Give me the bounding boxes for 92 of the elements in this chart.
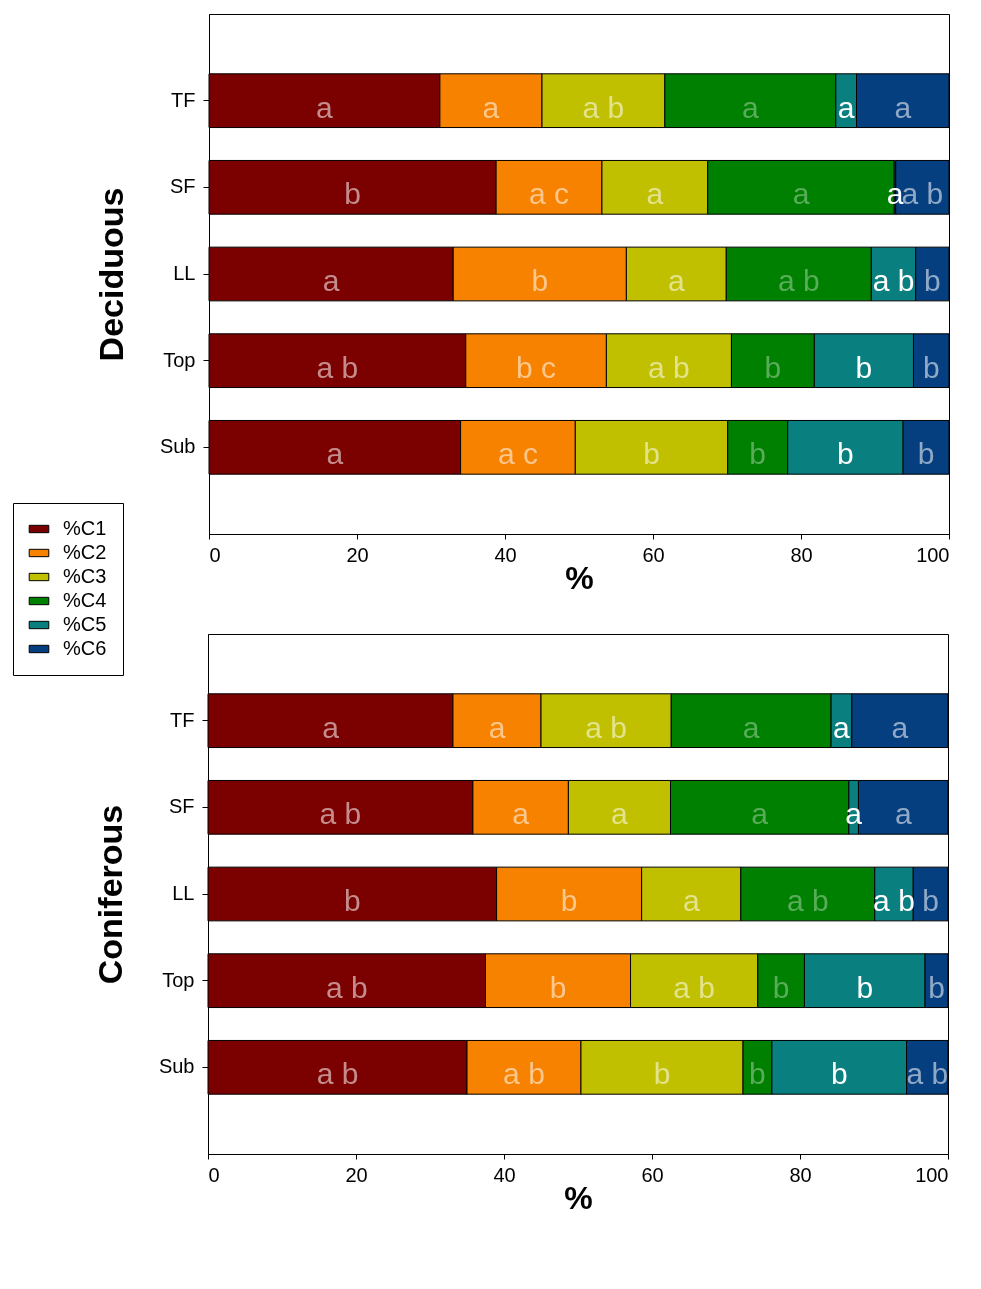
data-label: a b (786, 884, 829, 917)
data-label: b (343, 884, 361, 917)
data-label: b (928, 970, 945, 1004)
data-label: a (845, 797, 863, 831)
data-label: a b (673, 970, 716, 1004)
data-label: b (653, 1057, 671, 1091)
y-tick-label: Top (163, 348, 196, 371)
data-label: a (322, 264, 340, 297)
data-label: a b (873, 884, 915, 917)
data-label: a (667, 264, 685, 297)
y-tick-label: Top (162, 968, 195, 991)
data-label: b (924, 264, 941, 297)
data-label: a (751, 797, 769, 831)
data-label: a b (901, 177, 944, 211)
x-tick-label: 100 (915, 1163, 949, 1186)
data-label: a b (648, 350, 690, 384)
data-label: a (646, 177, 664, 211)
legend-label: %C1 (63, 517, 107, 539)
data-label: a (322, 710, 340, 744)
data-label: a (482, 90, 500, 124)
data-label: a (316, 90, 334, 124)
data-label: a b (872, 264, 915, 297)
data-label: a (833, 710, 851, 744)
data-label: b c (516, 350, 557, 384)
data-label: b (922, 350, 940, 384)
x-tick-label: 100 (916, 543, 950, 566)
x-tick-label: 40 (494, 543, 517, 566)
data-label: a (894, 797, 912, 831)
data-label: a b (319, 797, 362, 831)
data-label: a b (585, 710, 627, 744)
y-tick-label: SF (169, 175, 196, 198)
data-label: a (886, 177, 904, 211)
x-tick-label: 0 (209, 543, 221, 566)
data-label: b (344, 177, 361, 211)
x-tick-label: 20 (345, 1163, 368, 1186)
y-tick-label: TF (171, 88, 196, 111)
x-tick-label: 80 (790, 543, 813, 566)
data-label: b (764, 350, 782, 384)
y-tick-label: LL (172, 882, 195, 904)
data-label: b (549, 970, 567, 1004)
y-tick-label: SF (168, 795, 195, 818)
x-tick-label: 60 (642, 543, 665, 566)
data-label: b (830, 1057, 848, 1091)
data-label: a b (503, 1057, 545, 1091)
x-axis-title: % (565, 559, 594, 596)
data-label: b (772, 970, 790, 1004)
x-axis-title: % (564, 1179, 593, 1216)
data-label: a b (777, 264, 820, 297)
data-label: b (531, 264, 549, 297)
data-label: a (326, 437, 344, 471)
y-tick-label: TF (170, 708, 195, 731)
x-tick-label: 60 (641, 1163, 664, 1186)
data-label: b (855, 350, 873, 384)
data-label: a b (906, 1057, 949, 1091)
data-label: a (512, 797, 530, 831)
data-label: a (792, 177, 810, 211)
data-label: a (488, 710, 506, 744)
legend-label: %C4 (63, 589, 107, 611)
data-label: a (894, 90, 912, 124)
data-label: a b (316, 1057, 359, 1091)
data-label: b (560, 884, 578, 917)
data-label: b (922, 884, 939, 917)
x-tick-label: 80 (789, 1163, 812, 1186)
x-tick-label: 40 (493, 1163, 516, 1186)
data-label: a (741, 90, 759, 124)
data-label: b (749, 437, 767, 471)
data-label: a (742, 710, 760, 744)
data-label: a (611, 797, 629, 831)
data-label: b (856, 970, 874, 1004)
legend-label: %C2 (63, 541, 107, 563)
y-tick-label: Sub (158, 1055, 195, 1078)
data-label: b (917, 437, 935, 471)
data-label: a (682, 884, 700, 917)
y-axis-title: Deciduous (91, 187, 130, 362)
data-label: b (749, 1057, 766, 1091)
data-label: a b (325, 970, 368, 1004)
data-label: a (891, 710, 909, 744)
data-label: a b (316, 350, 359, 384)
data-label: b (837, 437, 854, 471)
y-tick-label: LL (173, 262, 196, 284)
data-label: a c (529, 177, 570, 211)
legend-label: %C5 (63, 613, 107, 635)
legend-label: %C6 (63, 637, 107, 659)
legend-label: %C3 (63, 565, 107, 587)
data-label: a c (497, 437, 538, 471)
y-tick-label: Sub (159, 435, 196, 458)
x-tick-label: 0 (208, 1163, 220, 1186)
data-label: a b (582, 90, 625, 124)
x-tick-label: 20 (346, 543, 369, 566)
data-label: b (643, 437, 660, 471)
y-axis-title: Coniferous (90, 804, 129, 985)
data-label: a (837, 90, 855, 124)
